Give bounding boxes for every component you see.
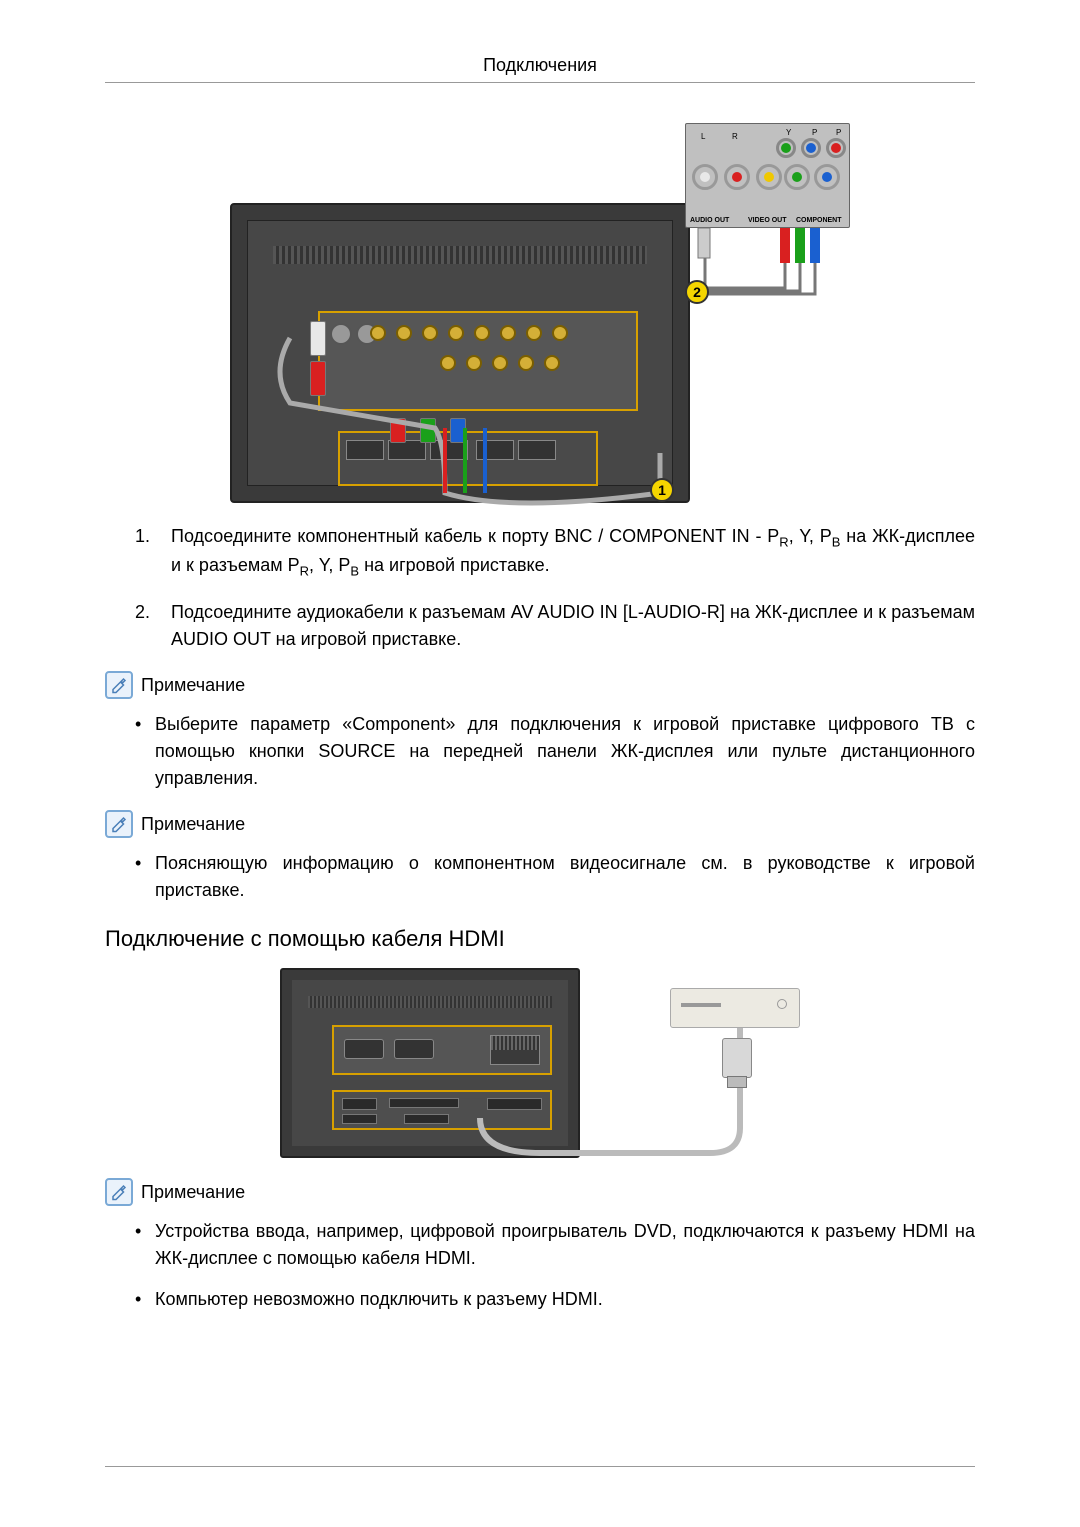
hdmi-section-title: Подключение с помощью кабеля HDMI <box>105 926 975 952</box>
bnc-port-panel <box>318 311 638 411</box>
monitor-rear <box>230 203 690 503</box>
step-1: 1. Подсоедините компонентный кабель к по… <box>135 523 975 581</box>
note-icon <box>105 1178 133 1206</box>
callout-2: 2 <box>685 280 709 304</box>
note-heading-2: Примечание <box>105 810 975 838</box>
note-3-content: •Устройства ввода, например, цифровой пр… <box>135 1218 975 1313</box>
callout-1: 1 <box>650 478 674 502</box>
component-connection-diagram: L R Y P P AUDIO OUT VIDEO OUT COMPONENT <box>230 123 850 493</box>
note-1-content: •Выберите параметр «Component» для подкл… <box>135 711 975 792</box>
lower-port-panel <box>338 431 598 486</box>
step-2: 2. Подсоедините аудиокабели к разъемам A… <box>135 599 975 653</box>
note-heading-1: Примечание <box>105 671 975 699</box>
note-icon <box>105 810 133 838</box>
instruction-list: 1. Подсоедините компонентный кабель к по… <box>135 523 975 653</box>
page: Подключения <box>0 0 1080 1379</box>
note-2-content: •Поясняющую информацию о компонентном ви… <box>135 850 975 904</box>
note-icon <box>105 671 133 699</box>
external-device-ports: L R Y P P AUDIO OUT VIDEO OUT COMPONENT <box>685 123 850 228</box>
note-heading-3: Примечание <box>105 1178 975 1206</box>
hdmi-connection-diagram <box>280 968 800 1158</box>
page-header: Подключения <box>105 55 975 83</box>
footer-rule <box>105 1466 975 1467</box>
